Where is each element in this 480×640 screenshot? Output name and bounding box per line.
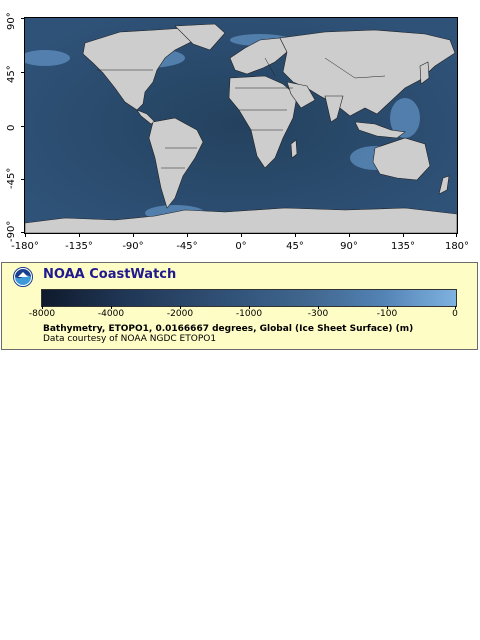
- y-tick-label: -45°: [6, 167, 17, 189]
- south-america: [148, 117, 204, 209]
- japan: [419, 61, 430, 85]
- australia: [372, 137, 431, 181]
- colorbar-label: -1000: [235, 309, 263, 319]
- dataset-caption: Bathymetry, ETOPO1, 0.0166667 degrees, G…: [43, 324, 414, 334]
- noaa-logo-icon: [13, 267, 33, 287]
- y-tick-label: -90°: [6, 220, 17, 242]
- greenland: [174, 23, 226, 51]
- colorbar: [41, 289, 457, 307]
- x-tick-label: 180°: [444, 241, 470, 252]
- y-tick-label: 0: [6, 124, 17, 131]
- x-tick-label: -135°: [65, 241, 93, 252]
- x-tick-label: 135°: [390, 241, 416, 252]
- x-tick-label: -180°: [11, 241, 39, 252]
- land-masses: [25, 23, 457, 233]
- colorbar-label: -300: [307, 309, 329, 319]
- madagascar: [290, 139, 298, 159]
- india: [324, 95, 344, 123]
- x-tick-label: 45°: [286, 241, 304, 252]
- arabia: [286, 81, 316, 109]
- country-borders: [97, 57, 386, 169]
- y-tick-label: 45°: [6, 65, 17, 83]
- indonesia: [354, 121, 406, 139]
- x-tick-label: 0°: [235, 241, 247, 252]
- legend-panel: NOAA CoastWatch -8000 -4000 -2000 -1000 …: [1, 262, 478, 350]
- colorbar-label: -2000: [166, 309, 194, 319]
- colorbar-label: -100: [376, 309, 398, 319]
- world-map-svg: [25, 18, 457, 233]
- x-tick-label: -45°: [176, 241, 198, 252]
- asia: [279, 29, 456, 117]
- y-tick-label: 90°: [6, 12, 17, 30]
- colorbar-label: -4000: [97, 309, 125, 319]
- x-tick-label: 90°: [340, 241, 358, 252]
- colorbar-label: 0: [452, 309, 458, 319]
- new-zealand: [438, 175, 450, 195]
- antarctica: [25, 207, 457, 233]
- x-tick-label: -90°: [122, 241, 144, 252]
- europe: [229, 37, 288, 75]
- colorbar-label: -8000: [28, 309, 56, 319]
- bathymetry-map: [24, 17, 458, 234]
- brand-title: NOAA CoastWatch: [43, 267, 177, 282]
- data-credit: Data courtesy of NOAA NGDC ETOPO1: [43, 334, 217, 344]
